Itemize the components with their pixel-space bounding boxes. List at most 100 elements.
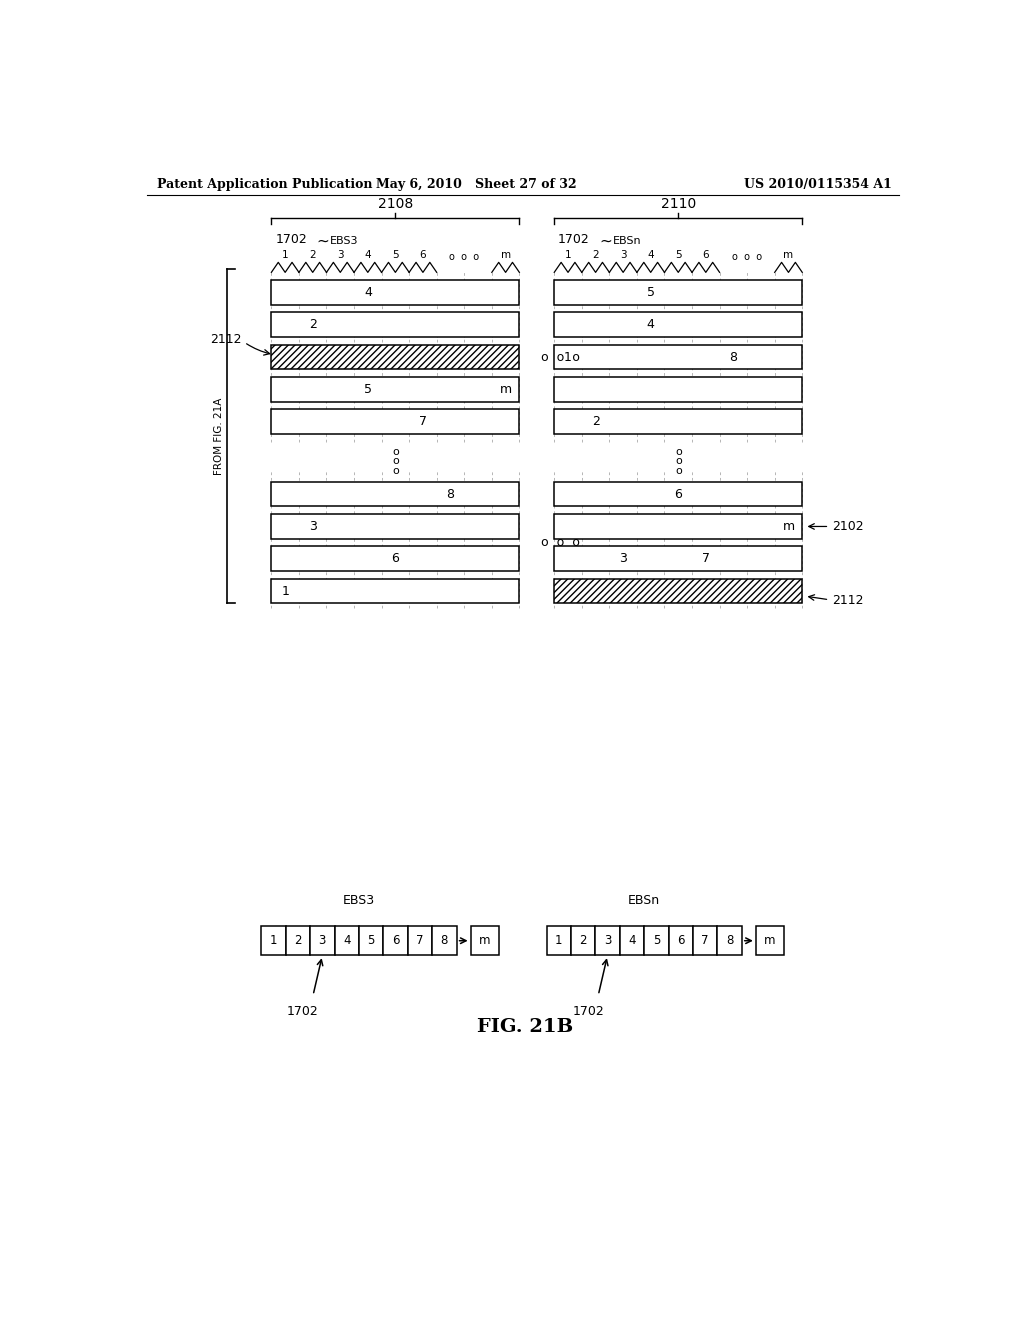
Text: 4: 4	[343, 935, 350, 948]
Text: m: m	[501, 249, 511, 260]
Text: 3: 3	[620, 552, 627, 565]
Text: 5: 5	[368, 935, 375, 948]
Text: o  o  o: o o o	[541, 351, 580, 363]
Text: 1: 1	[555, 935, 562, 948]
Bar	[359, 927, 383, 956]
Bar	[554, 378, 802, 401]
Text: EBSn: EBSn	[628, 894, 660, 907]
Bar	[554, 578, 802, 603]
Bar	[756, 927, 784, 956]
Text: o: o	[392, 447, 398, 457]
Text: 1: 1	[564, 351, 572, 363]
Bar	[554, 513, 802, 539]
Bar	[669, 927, 693, 956]
Text: 2: 2	[294, 935, 302, 948]
Text: 1: 1	[269, 935, 278, 948]
Bar	[620, 927, 644, 956]
Text: m: m	[782, 520, 795, 533]
Text: 7: 7	[701, 935, 709, 948]
Text: m: m	[479, 935, 490, 948]
Bar	[554, 345, 802, 370]
Text: 4: 4	[628, 935, 636, 948]
Text: o  o  o: o o o	[450, 252, 479, 263]
Text: 6: 6	[392, 935, 399, 948]
Text: 4: 4	[647, 318, 654, 331]
Text: 3: 3	[620, 249, 627, 260]
Bar	[271, 578, 519, 603]
Bar	[554, 482, 802, 507]
Text: 7: 7	[419, 416, 427, 428]
Bar	[271, 345, 519, 370]
Bar	[335, 927, 359, 956]
Text: 1702: 1702	[572, 1006, 604, 1019]
Bar	[644, 927, 669, 956]
Bar	[271, 345, 519, 370]
Bar	[554, 409, 802, 434]
Bar	[471, 927, 499, 956]
Text: m: m	[500, 383, 512, 396]
Text: 4: 4	[365, 249, 371, 260]
Text: 1: 1	[282, 585, 289, 598]
Text: 1702: 1702	[558, 232, 590, 246]
Text: o  o  o: o o o	[732, 252, 762, 263]
Text: 6: 6	[675, 487, 682, 500]
Text: 8: 8	[726, 935, 733, 948]
Text: 1: 1	[564, 249, 571, 260]
Text: 2: 2	[592, 249, 599, 260]
Bar	[554, 313, 802, 337]
Text: 8: 8	[446, 487, 455, 500]
Text: US 2010/0115354 A1: US 2010/0115354 A1	[743, 178, 891, 190]
Bar	[571, 927, 595, 956]
Text: ~: ~	[599, 234, 612, 248]
Text: 2: 2	[580, 935, 587, 948]
Text: 8: 8	[440, 935, 449, 948]
Bar	[383, 927, 408, 956]
Text: 7: 7	[416, 935, 424, 948]
Text: FIG. 21B: FIG. 21B	[477, 1018, 572, 1036]
Text: 1702: 1702	[287, 1006, 318, 1019]
Bar	[271, 313, 519, 337]
Text: 2: 2	[309, 318, 316, 331]
Text: 6: 6	[702, 249, 709, 260]
Text: ~: ~	[316, 234, 329, 248]
Text: 3: 3	[337, 249, 344, 260]
Text: o: o	[675, 457, 682, 466]
Text: 3: 3	[318, 935, 326, 948]
Text: EBS3: EBS3	[343, 894, 375, 907]
Text: 2110: 2110	[660, 197, 696, 211]
Bar	[271, 280, 519, 305]
Text: FROM FIG. 21A: FROM FIG. 21A	[214, 397, 224, 475]
Text: 1: 1	[282, 249, 289, 260]
Text: 2108: 2108	[378, 197, 413, 211]
Text: May 6, 2010   Sheet 27 of 32: May 6, 2010 Sheet 27 of 32	[377, 178, 578, 190]
Text: o: o	[392, 466, 398, 475]
Text: o: o	[675, 447, 682, 457]
Text: 2112: 2112	[831, 594, 863, 607]
Text: 2: 2	[592, 416, 599, 428]
Text: 5: 5	[652, 935, 660, 948]
Text: 6: 6	[677, 935, 684, 948]
Text: Patent Application Publication: Patent Application Publication	[158, 178, 373, 190]
Text: 4: 4	[364, 286, 372, 298]
Text: 6: 6	[420, 249, 426, 260]
Bar	[261, 927, 286, 956]
Bar	[408, 927, 432, 956]
Bar	[271, 513, 519, 539]
Text: 8: 8	[729, 351, 737, 363]
Bar	[286, 927, 310, 956]
Text: 3: 3	[309, 520, 316, 533]
Text: 5: 5	[647, 286, 654, 298]
Text: EBS3: EBS3	[330, 236, 358, 246]
Text: 7: 7	[701, 552, 710, 565]
Bar	[547, 927, 571, 956]
Text: 2: 2	[309, 249, 316, 260]
Bar	[310, 927, 335, 956]
Text: 5: 5	[675, 249, 682, 260]
Text: 6: 6	[391, 552, 399, 565]
Text: o: o	[392, 457, 398, 466]
Text: 2112: 2112	[210, 334, 242, 346]
Text: 5: 5	[364, 383, 372, 396]
Text: m: m	[764, 935, 775, 948]
Text: m: m	[783, 249, 794, 260]
Bar	[718, 927, 741, 956]
